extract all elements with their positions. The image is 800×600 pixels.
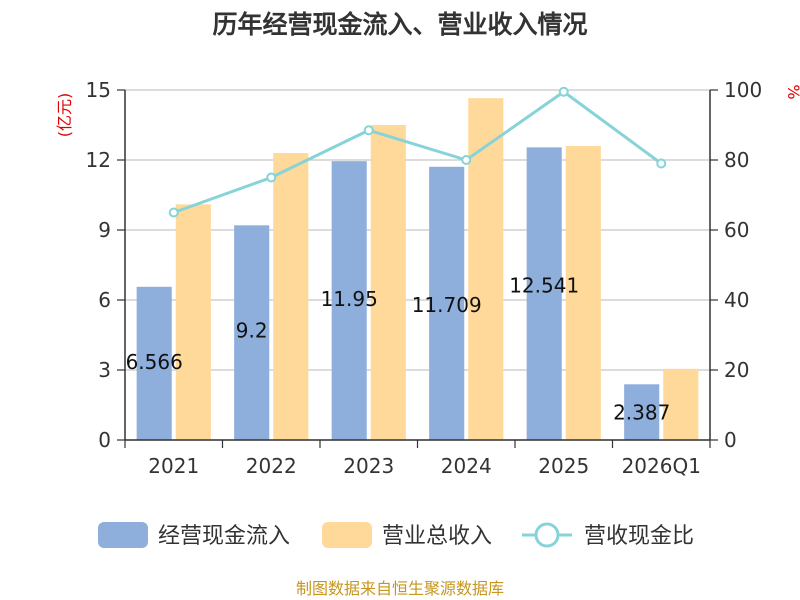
ratio-point	[656, 158, 667, 169]
bar	[370, 125, 406, 440]
bar-value-label: 2.387	[613, 400, 670, 424]
bar	[526, 147, 562, 441]
x-tick-label: 2022	[246, 454, 297, 478]
bar-value-label: 9.2	[236, 318, 268, 342]
ratio-line	[168, 86, 667, 218]
ratio-point	[461, 155, 472, 165]
bar	[624, 384, 660, 440]
bar	[468, 98, 504, 441]
legend-marker-ratio	[534, 522, 560, 548]
bar	[136, 286, 172, 440]
legend-swatch-revenue	[322, 522, 372, 548]
legend-label: 经营现金流入	[158, 524, 290, 549]
bar	[331, 161, 367, 440]
right-axis-unit: %	[784, 84, 800, 99]
left-tick-label: 0	[98, 428, 111, 452]
bar	[565, 146, 601, 440]
left-axis-unit: (亿元)	[55, 93, 74, 138]
legend-label: 营业总收入	[382, 524, 492, 549]
left-tick-label: 9	[98, 218, 111, 242]
x-tick-label: 2026Q1	[622, 454, 701, 478]
legend: 经营现金流入 营业总收入 营收现金比	[98, 522, 694, 549]
left-tick-label: 3	[98, 358, 111, 382]
bar-value-label: 11.95	[321, 287, 378, 311]
data-labels: 6.566 9.2 11.95 11.709 12.541 2.387	[126, 273, 671, 424]
x-tick-label: 2024	[441, 454, 492, 478]
right-tick-label: 20	[724, 358, 749, 382]
bar	[429, 166, 465, 441]
bars	[136, 98, 699, 441]
bar	[663, 368, 699, 440]
grid-lines	[125, 89, 710, 441]
bar	[175, 204, 211, 440]
legend-label: 营收现金比	[584, 524, 694, 549]
left-tick-label: 15	[86, 78, 111, 102]
right-tick-label: 40	[724, 288, 749, 312]
right-tick-label: 100	[724, 78, 762, 102]
bar-value-label: 6.566	[126, 350, 183, 374]
axes: 0 3 6 9 12 15 0 20 40 60 80 100 2021 2022 2023 2024 2025…	[86, 78, 763, 478]
left-tick-label: 12	[86, 148, 111, 172]
ratio-point	[266, 172, 277, 183]
legend-swatch-cash-inflow	[98, 522, 148, 548]
left-tick-label: 6	[98, 288, 111, 312]
x-tick-label: 2021	[148, 454, 199, 478]
ratio-point	[168, 207, 179, 218]
right-tick-label: 0	[724, 428, 737, 452]
ratio-point	[558, 86, 569, 97]
ratio-polyline	[173, 89, 663, 214]
bar-value-label: 11.709	[412, 293, 482, 317]
bar	[234, 225, 270, 440]
source-note: 制图数据来自恒生聚源数据库	[296, 579, 504, 598]
bar-value-label: 12.541	[509, 273, 579, 297]
right-tick-label: 80	[724, 148, 749, 172]
x-tick-label: 2025	[538, 454, 589, 478]
bar	[273, 153, 309, 440]
ratio-point	[363, 125, 374, 136]
x-tick-label: 2023	[343, 454, 394, 478]
chart-title: 历年经营现金流入、营业收入情况	[212, 10, 587, 39]
right-tick-label: 60	[724, 218, 749, 242]
